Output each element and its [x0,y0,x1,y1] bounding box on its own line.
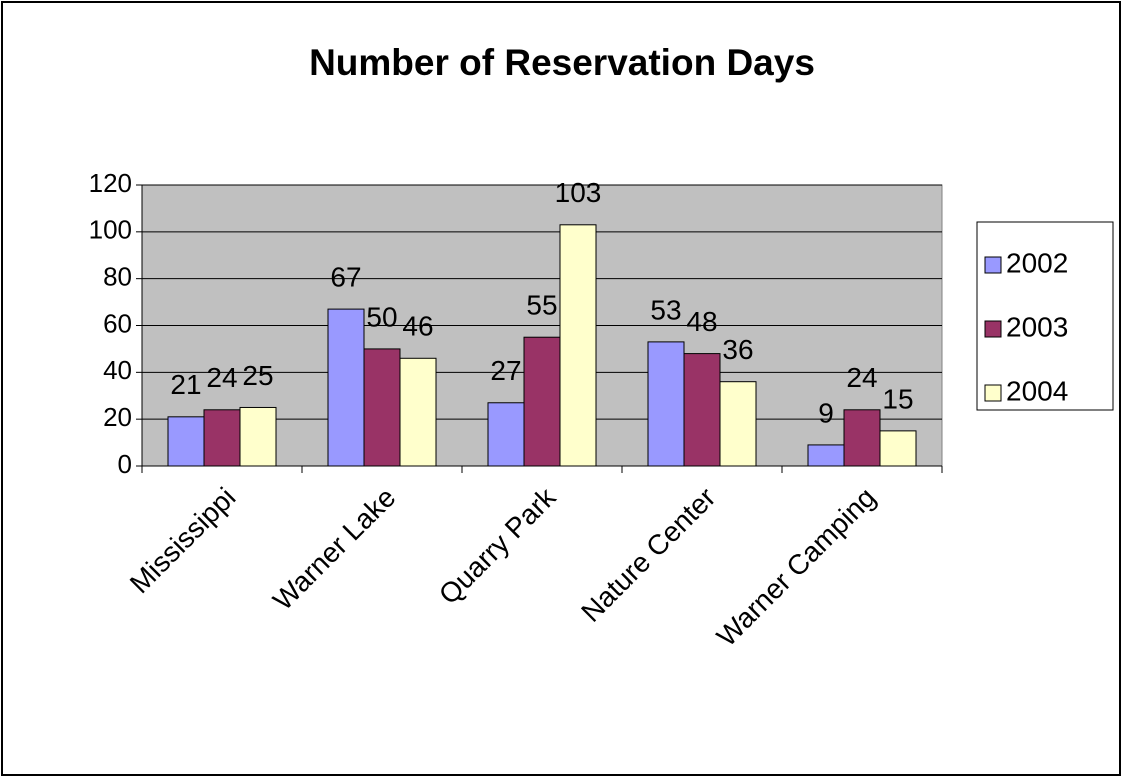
bar [239,406,277,467]
y-tick-label: 20 [103,402,132,432]
data-label: 53 [650,294,681,325]
bar [167,416,205,467]
data-label: 21 [170,369,201,400]
bar [683,353,721,467]
legend-box [976,221,1114,411]
data-label: 9 [818,397,834,428]
bar [327,308,365,467]
data-label: 67 [330,261,361,292]
bar [879,430,917,467]
data-label: 25 [242,360,273,391]
data-label: 15 [882,383,913,414]
legend-label: 2003 [1006,311,1068,342]
bar [647,341,685,467]
data-label: 50 [366,301,397,332]
data-label: 48 [686,306,717,337]
data-label: 46 [402,311,433,342]
data-label: 55 [526,290,557,321]
bar [523,336,561,467]
y-tick-label: 120 [89,168,132,198]
legend-swatch [984,256,1002,274]
bar [807,444,845,467]
legend-label: 2002 [1006,247,1068,278]
bar [719,381,757,467]
data-label: 36 [722,334,753,365]
data-label: 24 [846,362,877,393]
bar [363,348,401,467]
y-tick-label: 100 [89,215,132,245]
legend-swatch [984,384,1002,402]
data-label: 24 [206,362,237,393]
bar [559,224,597,467]
data-label: 103 [555,177,602,208]
bar [203,409,241,467]
y-tick-label: 40 [103,355,132,385]
legend-swatch [984,320,1002,338]
legend-label: 2004 [1006,375,1068,406]
y-tick-label: 60 [103,308,132,338]
bar [399,357,437,467]
bar [487,402,525,467]
bar [843,409,881,467]
data-label: 27 [490,355,521,386]
y-tick-label: 80 [103,262,132,292]
chart-title: Number of Reservation Days [309,42,815,83]
y-tick-label: 0 [118,449,132,479]
